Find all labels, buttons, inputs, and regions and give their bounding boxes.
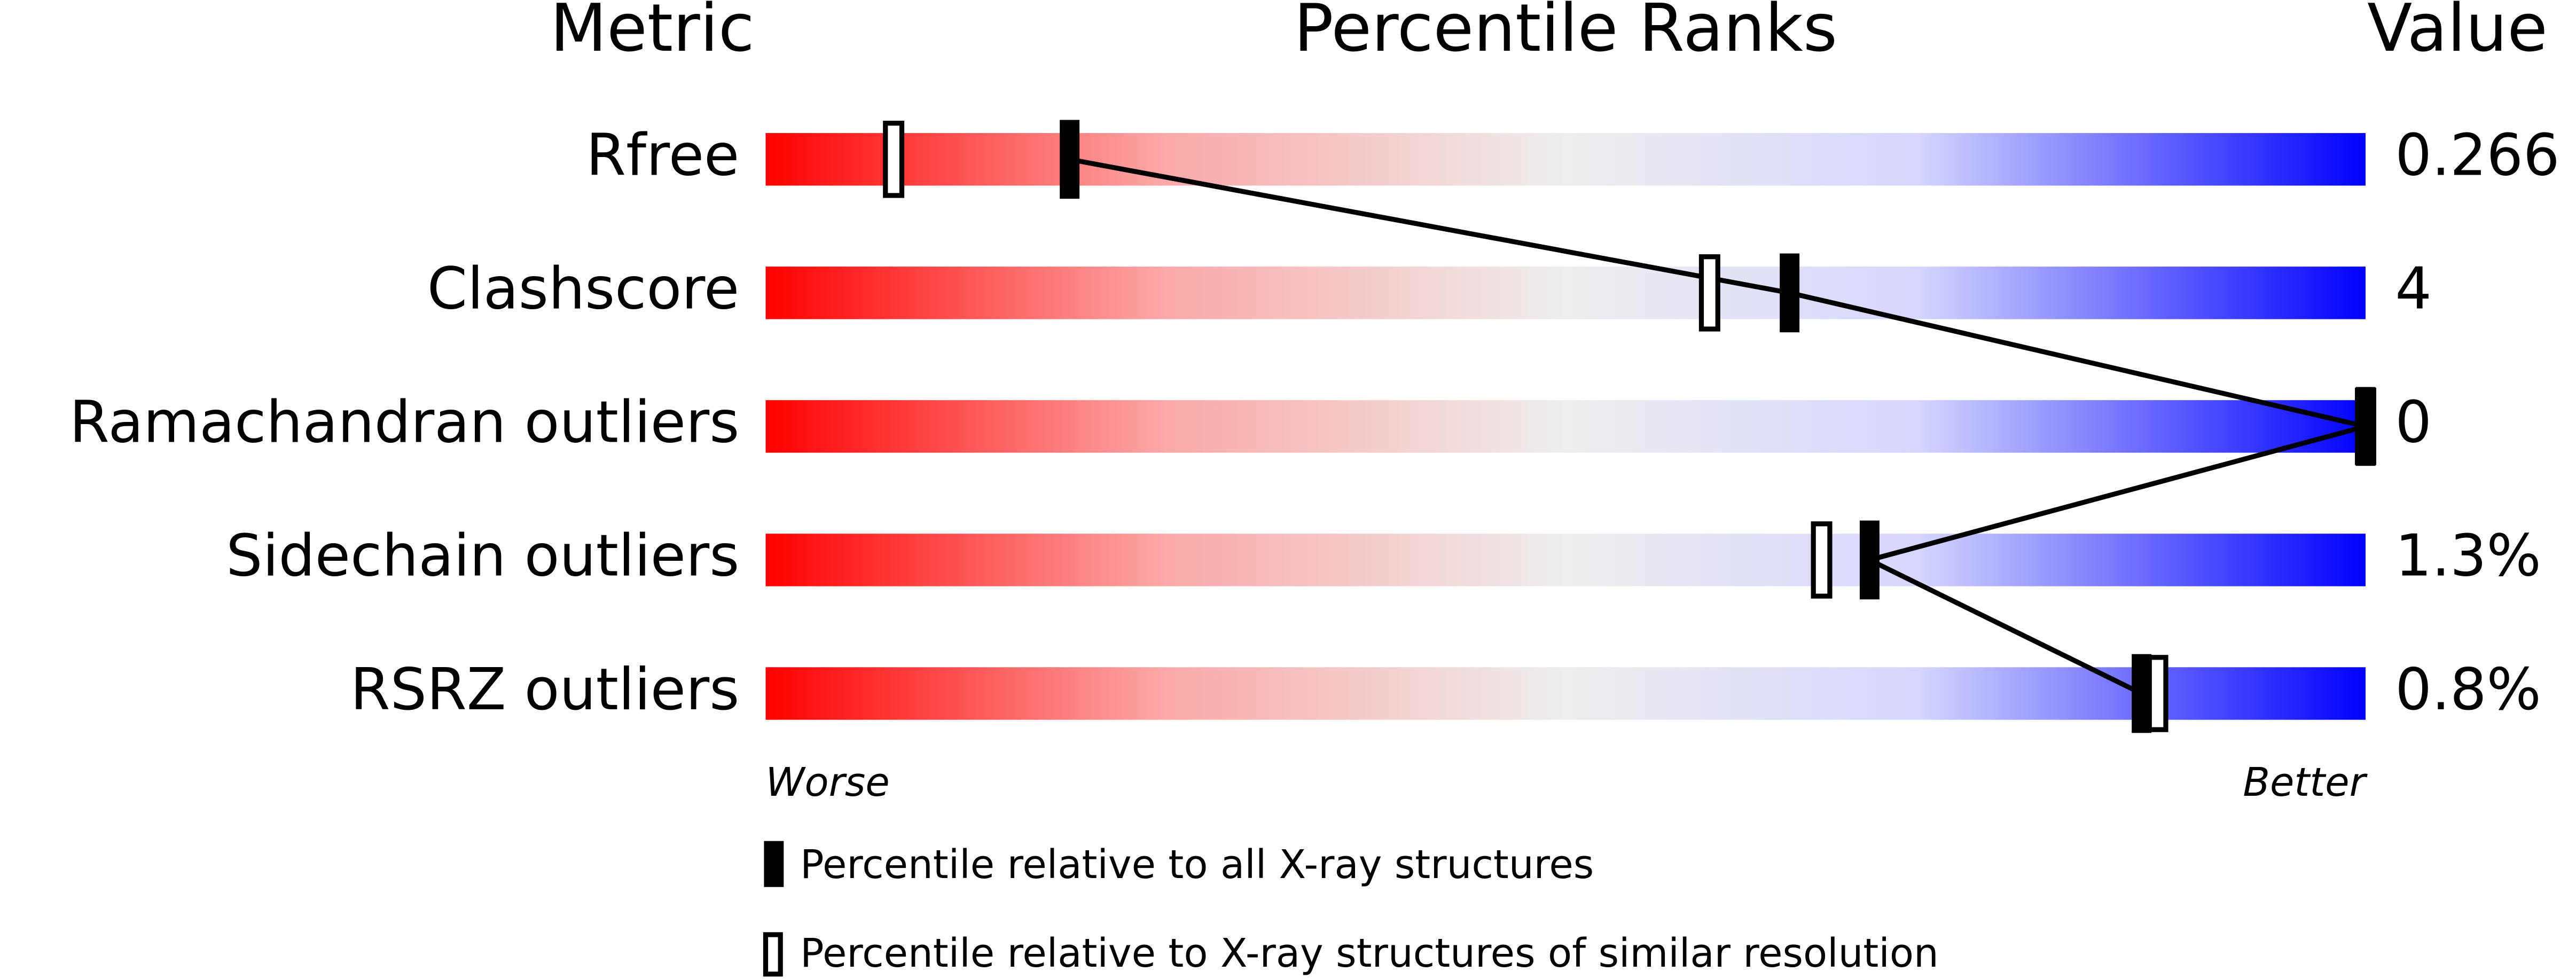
metric-value: 1.3%: [2395, 523, 2541, 590]
better-label: Better: [2243, 759, 2368, 805]
metric-value: 0.266: [2395, 122, 2559, 189]
slider-bar: [765, 667, 2366, 720]
slider-bar: [765, 267, 2366, 319]
chart-title: Percentile Ranks: [1294, 0, 1837, 67]
legend-label: Percentile relative to all X-ray structu…: [800, 842, 1594, 888]
metric-label: Ramachandran outliers: [69, 389, 739, 456]
similar-marker: [1811, 521, 1833, 599]
metric-value: 4: [2395, 256, 2431, 323]
all-marker: [1780, 253, 1800, 333]
slider-bar: [765, 534, 2366, 586]
all-marker: [1060, 120, 1080, 199]
legend-swatch: [764, 841, 784, 887]
metric-label: Clashscore: [427, 256, 739, 323]
metric-header: Metric: [550, 0, 754, 67]
similar-marker: [1698, 254, 1720, 332]
all-marker: [2132, 654, 2152, 733]
legend-swatch: [763, 932, 783, 977]
legend-label: Percentile relative to X-ray structures …: [800, 930, 1939, 976]
metric-label: Rfree: [586, 122, 739, 189]
similar-marker: [2147, 655, 2168, 732]
worse-label: Worse: [765, 759, 889, 805]
value-header: Value: [2367, 0, 2548, 67]
slider-bar: [765, 133, 2366, 186]
similar-marker: [883, 121, 905, 198]
metric-label: RSRZ outliers: [350, 656, 739, 723]
metric-label: Sidechain outliers: [226, 523, 739, 590]
slider-bar: [765, 400, 2366, 453]
all-marker: [2355, 387, 2376, 466]
metric-value: 0.8%: [2395, 656, 2541, 723]
all-marker: [1859, 520, 1880, 600]
metric-value: 0: [2395, 389, 2431, 456]
